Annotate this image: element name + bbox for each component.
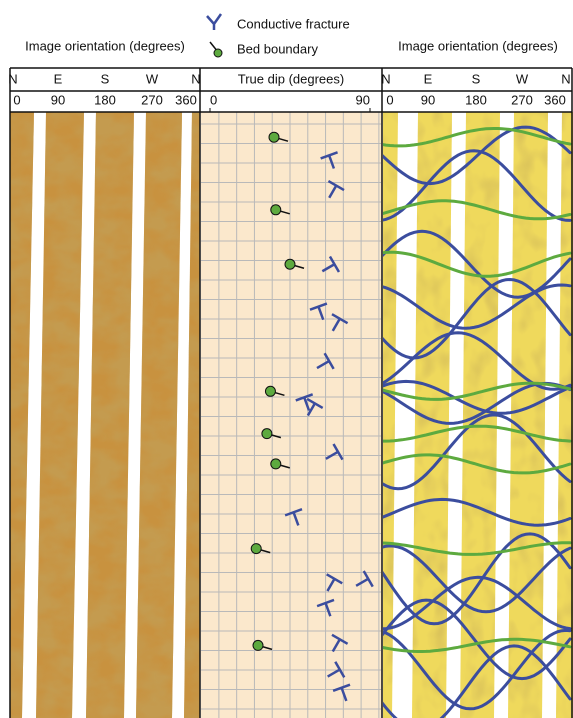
direction-label: N [8, 71, 17, 86]
legend-fracture-icon [207, 14, 221, 30]
orientation-tick-label: 0 [13, 92, 20, 107]
panel-title: Image orientation (degrees) [25, 38, 185, 53]
panel-title: Image orientation (degrees) [398, 38, 558, 53]
orientation-tick-label: 180 [465, 92, 487, 107]
orientation-tick-label: 270 [511, 92, 533, 107]
direction-label: S [101, 71, 110, 86]
direction-label: E [54, 71, 63, 86]
orientation-tick-label: 90 [51, 92, 65, 107]
bed-boundary [253, 640, 263, 650]
bed-boundary [262, 429, 272, 439]
legend-bed-icon [214, 49, 222, 57]
bed-boundary [251, 544, 261, 554]
bed-boundary [271, 205, 281, 215]
orientation-tick-label: 90 [421, 92, 435, 107]
legend: Conductive fracture Bed boundary [207, 14, 350, 57]
orientation-tick-label: 360 [544, 92, 566, 107]
orientation-tick-label: 360 [175, 92, 197, 107]
direction-label: W [146, 71, 159, 86]
direction-label: E [424, 71, 433, 86]
direction-label: W [516, 71, 529, 86]
bed-boundary [271, 459, 281, 469]
orientation-tick-label: 270 [141, 92, 163, 107]
orientation-tick-label: 0 [386, 92, 393, 107]
legend-label: Bed boundary [237, 41, 318, 56]
dip-panel-background [201, 68, 382, 718]
left-image [8, 112, 202, 718]
bed-boundary [269, 132, 279, 142]
right-image [380, 112, 573, 718]
direction-label: N [381, 71, 390, 86]
x-tick-label: 0 [210, 92, 217, 107]
x-axis-label: True dip (degrees) [238, 71, 344, 86]
x-tick-label: 90 [356, 92, 370, 107]
direction-label: S [472, 71, 481, 86]
direction-label: N [191, 71, 200, 86]
bed-boundary [285, 259, 295, 269]
figure: Conductive fracture Bed boundary Image o… [0, 0, 573, 718]
orientation-tick-label: 180 [94, 92, 116, 107]
bed-boundary [265, 386, 275, 396]
legend-label: Conductive fracture [237, 16, 350, 31]
direction-label: N [561, 71, 570, 86]
